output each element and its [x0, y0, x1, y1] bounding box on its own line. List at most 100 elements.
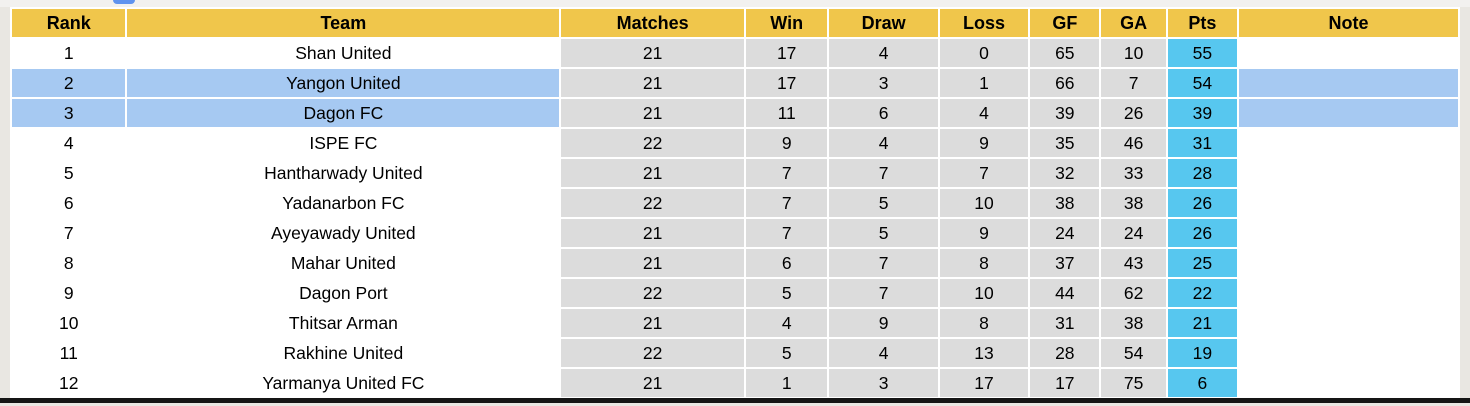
rank-cell: 11	[9, 337, 128, 369]
loss-cell: 10	[937, 187, 1031, 219]
team-cell: Rakhine United	[125, 337, 562, 369]
col-header-ga: GA	[1099, 7, 1168, 39]
draw-cell: 9	[827, 307, 940, 339]
note-cell	[1237, 187, 1460, 219]
rank-cell: 6	[9, 187, 128, 219]
rank-cell: 10	[9, 307, 128, 339]
col-header-pts: Pts	[1165, 7, 1240, 39]
loss-cell: 1	[937, 67, 1031, 99]
note-cell	[1237, 97, 1460, 129]
win-cell: 5	[744, 337, 830, 369]
col-header-note: Note	[1237, 7, 1460, 39]
draw-cell: 7	[827, 157, 940, 189]
team-cell: Ayeyawady United	[125, 217, 562, 249]
loss-cell: 9	[937, 217, 1031, 249]
win-cell: 5	[744, 277, 830, 309]
gf-cell: 39	[1028, 97, 1102, 129]
team-cell: Dagon Port	[125, 277, 562, 309]
loss-cell: 8	[937, 307, 1031, 339]
note-cell	[1237, 307, 1460, 339]
rank-cell: 2	[9, 67, 128, 99]
matches-cell: 21	[559, 67, 747, 99]
table-row: 4 ISPE FC 22 9 4 9 35 46 31	[9, 127, 1460, 159]
table-row: 5 Hantharwady United 21 7 7 7 32 33 28	[9, 157, 1460, 189]
table-row: 10 Thitsar Arman 21 4 9 8 31 38 21	[9, 307, 1460, 339]
note-cell	[1237, 157, 1460, 189]
loss-cell: 8	[937, 247, 1031, 279]
table-row: 12 Yarmanya United FC 21 1 3 17 17 75 6	[9, 367, 1460, 399]
rank-cell: 12	[9, 367, 128, 399]
rank-cell: 4	[9, 127, 128, 159]
ga-cell: 75	[1099, 367, 1168, 399]
draw-cell: 4	[827, 337, 940, 369]
loss-cell: 7	[937, 157, 1031, 189]
win-cell: 4	[744, 307, 830, 339]
table-row: 3 Dagon FC 21 11 6 4 39 26 39	[9, 97, 1460, 129]
gf-cell: 28	[1028, 337, 1102, 369]
table-row: 11 Rakhine United 22 5 4 13 28 54 19	[9, 337, 1460, 369]
ga-cell: 38	[1099, 307, 1168, 339]
matches-cell: 21	[559, 247, 747, 279]
note-cell	[1237, 367, 1460, 399]
ga-cell: 24	[1099, 217, 1168, 249]
matches-cell: 22	[559, 187, 747, 219]
team-cell: Mahar United	[125, 247, 562, 279]
matches-cell: 22	[559, 277, 747, 309]
win-cell: 7	[744, 157, 830, 189]
pts-cell: 54	[1165, 67, 1240, 99]
loss-cell: 13	[937, 337, 1031, 369]
note-cell	[1237, 247, 1460, 279]
win-cell: 7	[744, 187, 830, 219]
note-cell	[1237, 37, 1460, 69]
note-cell	[1237, 277, 1460, 309]
matches-cell: 21	[559, 367, 747, 399]
ga-cell: 26	[1099, 97, 1168, 129]
matches-cell: 22	[559, 127, 747, 159]
note-cell	[1237, 67, 1460, 99]
clipped-content-fragment	[113, 0, 135, 4]
win-cell: 17	[744, 37, 830, 69]
note-cell	[1237, 127, 1460, 159]
ga-cell: 7	[1099, 67, 1168, 99]
matches-cell: 21	[559, 307, 747, 339]
ga-cell: 46	[1099, 127, 1168, 159]
rank-cell: 5	[9, 157, 128, 189]
pts-cell: 26	[1165, 217, 1240, 249]
table-row: 7 Ayeyawady United 21 7 5 9 24 24 26	[9, 217, 1460, 249]
matches-cell: 21	[559, 217, 747, 249]
rank-cell: 3	[9, 97, 128, 129]
loss-cell: 17	[937, 367, 1031, 399]
ga-cell: 10	[1099, 37, 1168, 69]
matches-cell: 22	[559, 337, 747, 369]
loss-cell: 4	[937, 97, 1031, 129]
col-header-win: Win	[744, 7, 830, 39]
table-row: 6 Yadanarbon FC 22 7 5 10 38 38 26	[9, 187, 1460, 219]
col-header-rank: Rank	[9, 7, 128, 39]
pts-cell: 21	[1165, 307, 1240, 339]
gf-cell: 31	[1028, 307, 1102, 339]
rank-cell: 9	[9, 277, 128, 309]
draw-cell: 4	[827, 127, 940, 159]
pts-cell: 26	[1165, 187, 1240, 219]
note-cell	[1237, 217, 1460, 249]
pts-cell: 25	[1165, 247, 1240, 279]
col-header-draw: Draw	[827, 7, 940, 39]
header-row: Rank Team Matches Win Draw Loss GF GA Pt…	[9, 7, 1460, 39]
draw-cell: 6	[827, 97, 940, 129]
rank-cell: 7	[9, 217, 128, 249]
draw-cell: 5	[827, 187, 940, 219]
gf-cell: 24	[1028, 217, 1102, 249]
gf-cell: 32	[1028, 157, 1102, 189]
win-cell: 1	[744, 367, 830, 399]
pts-cell: 55	[1165, 37, 1240, 69]
matches-cell: 21	[559, 37, 747, 69]
pts-cell: 28	[1165, 157, 1240, 189]
table-row: 1 Shan United 21 17 4 0 65 10 55	[9, 37, 1460, 69]
gf-cell: 17	[1028, 367, 1102, 399]
table-row: 2 Yangon United 21 17 3 1 66 7 54	[9, 67, 1460, 99]
pts-cell: 22	[1165, 277, 1240, 309]
team-cell: Shan United	[125, 37, 562, 69]
page-top-strip	[0, 0, 1470, 7]
ga-cell: 38	[1099, 187, 1168, 219]
gf-cell: 35	[1028, 127, 1102, 159]
